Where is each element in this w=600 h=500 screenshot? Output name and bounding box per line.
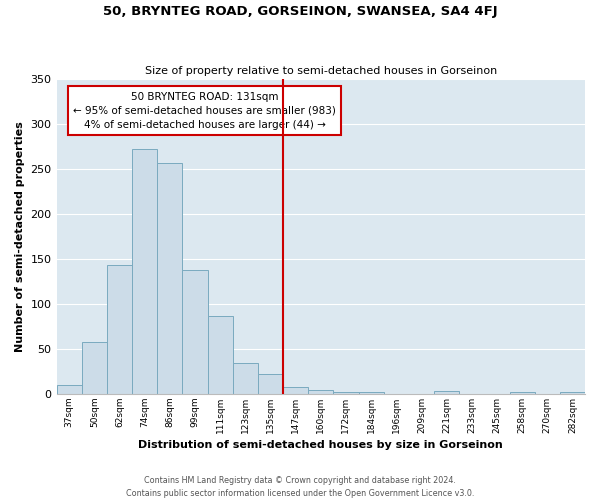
Bar — [56, 385, 82, 394]
Bar — [560, 392, 585, 394]
Title: Size of property relative to semi-detached houses in Gorseinon: Size of property relative to semi-detach… — [145, 66, 497, 76]
X-axis label: Distribution of semi-detached houses by size in Gorseinon: Distribution of semi-detached houses by … — [139, 440, 503, 450]
Bar — [509, 392, 535, 394]
Y-axis label: Number of semi-detached properties: Number of semi-detached properties — [15, 121, 25, 352]
Bar — [283, 386, 308, 394]
Bar — [233, 364, 258, 394]
Bar — [157, 162, 182, 394]
Text: Contains HM Land Registry data © Crown copyright and database right 2024.
Contai: Contains HM Land Registry data © Crown c… — [126, 476, 474, 498]
Bar — [308, 390, 334, 394]
Bar — [182, 270, 208, 394]
Text: 50, BRYNTEG ROAD, GORSEINON, SWANSEA, SA4 4FJ: 50, BRYNTEG ROAD, GORSEINON, SWANSEA, SA… — [103, 5, 497, 18]
Bar — [107, 266, 132, 394]
Bar — [258, 374, 283, 394]
Bar — [208, 316, 233, 394]
Bar — [334, 392, 359, 394]
Bar — [434, 391, 459, 394]
Text: 50 BRYNTEG ROAD: 131sqm
← 95% of semi-detached houses are smaller (983)
4% of se: 50 BRYNTEG ROAD: 131sqm ← 95% of semi-de… — [73, 92, 336, 130]
Bar — [82, 342, 107, 394]
Bar — [132, 149, 157, 394]
Bar — [359, 392, 383, 394]
